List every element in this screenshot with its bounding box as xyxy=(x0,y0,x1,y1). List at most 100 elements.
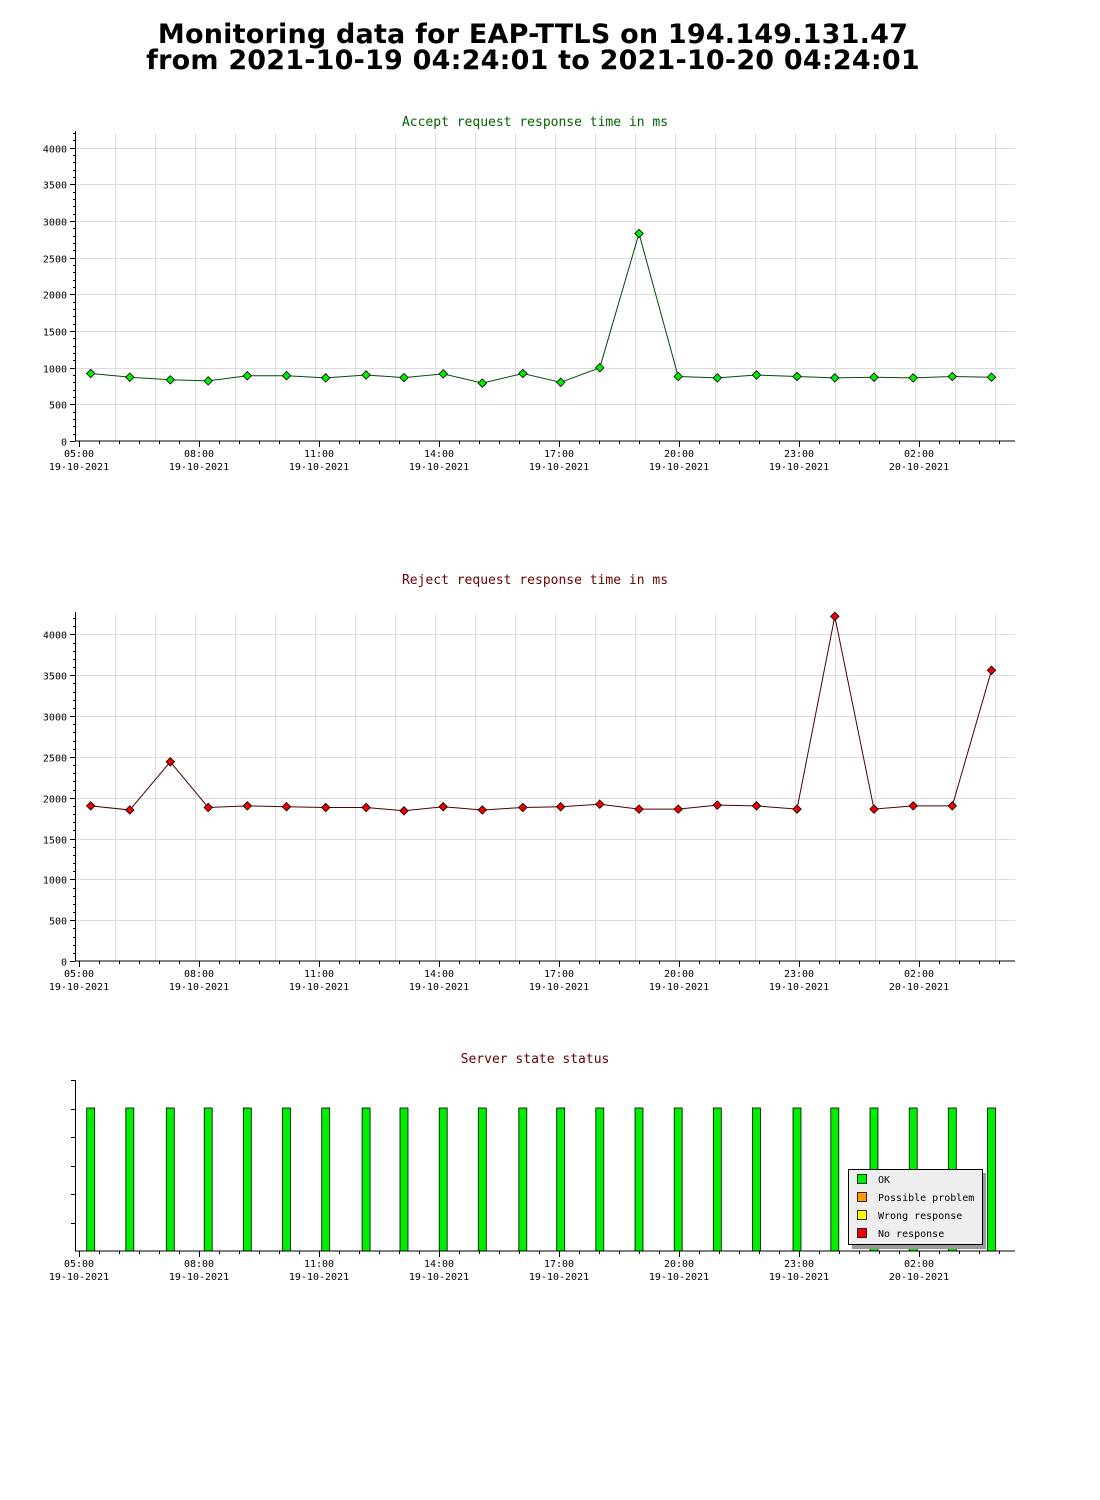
page-title-line-2: from 2021-10-19 04:24:01 to 2021-10-20 0… xyxy=(146,45,920,76)
data-point xyxy=(555,377,566,388)
legend-label: Wrong response xyxy=(878,1211,962,1222)
y-tick-label: 2000 xyxy=(43,795,67,806)
data-point xyxy=(125,805,135,815)
data-point xyxy=(869,804,879,814)
y-tick-label: 4000 xyxy=(43,145,67,156)
x-tick-label-time: 17:00 xyxy=(544,969,574,980)
x-tick-label-time: 20:00 xyxy=(664,969,694,980)
data-point xyxy=(986,372,997,382)
data-point xyxy=(634,804,644,814)
x-tick-label-time: 05:00 xyxy=(64,969,94,980)
chart-0: 0 500 1000 1500 2000 2500 3000 3500 4000 Accept r… xyxy=(43,115,1015,449)
y-tick-label: 1000 xyxy=(43,365,67,376)
data-point xyxy=(673,371,683,382)
data-point xyxy=(712,800,723,810)
page-title-line-1: Monitoring data for EAP-TTLS on 194.149.… xyxy=(157,19,909,50)
status-bar xyxy=(987,1107,996,1252)
status-bar xyxy=(792,1107,802,1252)
status-bar xyxy=(673,1107,683,1252)
data-point xyxy=(203,802,213,813)
data-point xyxy=(830,611,840,622)
x-tick-label-time: 05:00 xyxy=(64,1259,94,1270)
x-tick-label-date: 19-10-2021 xyxy=(649,982,709,993)
x-tick-label-time: 02:00 xyxy=(904,449,934,460)
series-line xyxy=(90,231,992,384)
status-bar xyxy=(165,1107,175,1252)
data-point xyxy=(908,373,918,383)
x-tick-label-time: 11:00 xyxy=(304,1259,334,1270)
data-point xyxy=(281,801,292,812)
data-point xyxy=(242,801,253,811)
x-tick-label-date: 20-10-2021 xyxy=(889,462,949,473)
data-point xyxy=(869,372,879,382)
legend: OK Possible problem Wrong response No respo… xyxy=(848,1169,986,1249)
y-tick-label: 4000 xyxy=(43,631,67,642)
legend-swatch xyxy=(857,1192,867,1202)
status-bar xyxy=(125,1107,135,1252)
x-tick-label-date: 19-10-2021 xyxy=(409,1272,469,1283)
y-tick-label: 2500 xyxy=(43,754,67,765)
x-tick-label-time: 08:00 xyxy=(184,1259,214,1270)
legend-box xyxy=(848,1169,983,1245)
x-tick-label-time: 17:00 xyxy=(544,449,574,460)
x-tick-label-time: 14:00 xyxy=(424,449,454,460)
data-point xyxy=(908,801,918,811)
x-tick-label-time: 23:00 xyxy=(784,969,814,980)
data-point xyxy=(85,368,96,379)
data-point xyxy=(986,665,997,676)
legend-label: OK xyxy=(878,1175,890,1186)
data-point xyxy=(361,802,371,813)
status-bar xyxy=(282,1107,291,1252)
x-tick-label-date: 19-10-2021 xyxy=(649,1272,709,1283)
status-bar xyxy=(321,1107,331,1252)
data-point xyxy=(399,372,409,383)
chart-title: Reject request response time in ms xyxy=(402,573,668,588)
y-tick-label: 1500 xyxy=(43,328,67,339)
y-tick-label: 2000 xyxy=(43,291,67,302)
x-tick-label-time: 14:00 xyxy=(424,969,454,980)
x-tick-label-date: 19-10-2021 xyxy=(49,462,109,473)
x-tick-label-date: 19-10-2021 xyxy=(529,462,589,473)
y-tick-label: 3000 xyxy=(43,713,67,724)
x-tick-label-date: 19-10-2021 xyxy=(769,462,829,473)
x-axis-1: 05:00 19-10-2021 08:00 19-10-2021 11:00 19-10… xyxy=(49,960,1015,993)
y-tick-label: 1500 xyxy=(43,836,67,847)
data-point xyxy=(281,370,292,381)
legend-label: No response xyxy=(878,1229,944,1240)
x-tick-label-date: 19-10-2021 xyxy=(769,982,829,993)
y-tick-label: 0 xyxy=(61,438,67,449)
data-point xyxy=(595,799,605,809)
data-point xyxy=(85,801,96,811)
data-point xyxy=(673,804,683,814)
y-tick-label: 0 xyxy=(61,958,67,969)
x-tick-label-time: 05:00 xyxy=(64,449,94,460)
x-tick-label-date: 19-10-2021 xyxy=(529,1272,589,1283)
data-point xyxy=(320,373,331,383)
data-point xyxy=(399,806,409,816)
status-bar xyxy=(203,1107,213,1252)
x-tick-label-date: 19-10-2021 xyxy=(409,982,469,993)
x-tick-label-date: 19-10-2021 xyxy=(169,982,229,993)
data-point xyxy=(518,368,528,379)
chart-title: Accept request response time in ms xyxy=(402,115,668,130)
x-tick-label-date: 19-10-2021 xyxy=(289,462,349,473)
data-point xyxy=(477,378,488,388)
data-point xyxy=(203,376,213,386)
data-point xyxy=(165,375,176,385)
status-bar xyxy=(438,1107,448,1252)
status-bar xyxy=(477,1107,487,1252)
x-axis-2: 05:00 19-10-2021 08:00 19-10-2021 11:00 19-10… xyxy=(49,1250,1015,1283)
x-tick-label-time: 11:00 xyxy=(304,449,334,460)
data-point xyxy=(125,372,135,382)
x-tick-label-time: 14:00 xyxy=(424,1259,454,1270)
legend-swatch xyxy=(857,1210,867,1220)
status-bar xyxy=(86,1107,96,1252)
data-point xyxy=(555,801,566,812)
data-point xyxy=(751,801,762,811)
y-tick-label: 3500 xyxy=(43,181,67,192)
x-axis-0: 05:00 19-10-2021 08:00 19-10-2021 11:00 19-10… xyxy=(49,440,1015,473)
data-point xyxy=(518,802,528,813)
data-point xyxy=(361,370,371,380)
data-point xyxy=(477,805,488,815)
data-point xyxy=(320,802,331,813)
